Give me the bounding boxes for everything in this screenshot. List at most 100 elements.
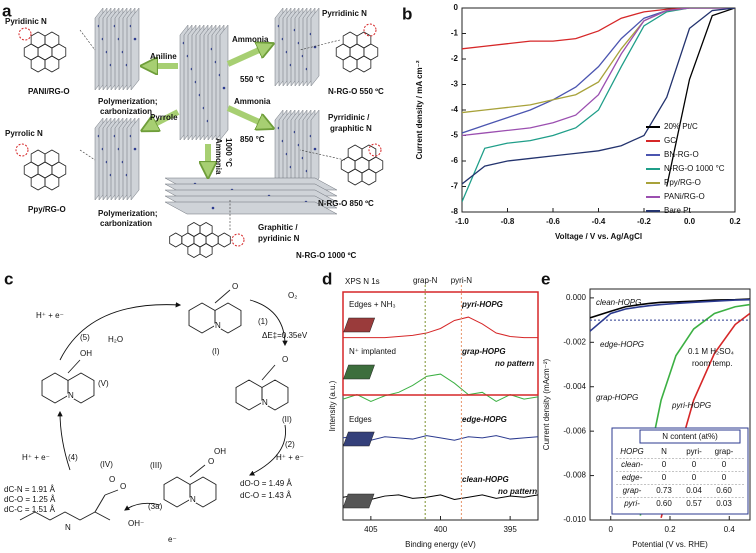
mechanism-label: H⁺ + e⁻ <box>22 453 50 462</box>
molecule-ring <box>356 31 372 49</box>
sample-thumbnail <box>343 317 376 333</box>
molecule-ring <box>347 144 363 162</box>
annotation: 0.1 M H₂SO₄ <box>688 347 734 356</box>
bond <box>214 289 231 304</box>
reaction-arrow <box>249 299 288 347</box>
x-tick-label: -0.8 <box>501 217 515 226</box>
atom-label: O <box>232 282 238 291</box>
y-tick-label: -0.008 <box>563 471 586 480</box>
x-tick-label: 405 <box>364 525 378 534</box>
dopant-dot <box>211 206 215 210</box>
reaction-arrow <box>57 410 71 471</box>
reference-label: grap-N <box>413 276 438 285</box>
mechanism-label: H⁺ + e⁻ <box>36 311 64 320</box>
data-line <box>462 8 735 137</box>
annotation: room temp. <box>692 359 732 368</box>
x-tick-label: 0 <box>609 525 614 534</box>
atom-label: O <box>208 457 214 466</box>
molecule-ring <box>44 149 60 167</box>
y-tick-label: -6 <box>451 156 459 165</box>
highlight-circle <box>15 143 29 157</box>
diagram-label: 550 °C <box>240 75 265 84</box>
mechanism-label: H⁺ + e⁻ <box>276 453 304 462</box>
table-header: HOPG <box>620 447 644 456</box>
mechanism-label: dC-C = 1.51 Å <box>4 505 56 514</box>
process-arrow <box>226 105 268 126</box>
mechanism-label: (IV) <box>100 460 113 469</box>
panel-letter: e <box>541 269 550 288</box>
data-line <box>462 8 735 203</box>
mechanism-label: ΔE‡=0.35eV <box>262 331 308 340</box>
sample-thumbnail <box>342 431 375 447</box>
data-line <box>343 373 538 403</box>
molecule-ring <box>235 379 263 411</box>
table-header-box <box>639 429 741 444</box>
molecule-ring <box>199 222 213 237</box>
atom-bg <box>231 283 239 291</box>
reaction-arrow <box>249 424 287 476</box>
diagram-label: PANI/RG-O <box>28 87 70 96</box>
diagram-label: Ammonia <box>234 97 271 106</box>
table-cell: edge- <box>622 473 643 482</box>
molecule-ring <box>261 379 289 411</box>
graphene-sheet <box>130 117 140 201</box>
graphene-sheet <box>164 201 338 215</box>
diagram-label: Pyrrole <box>150 113 178 122</box>
molecule-ring <box>44 55 60 73</box>
mechanism-label: (3a) <box>148 502 163 511</box>
mechanism-label: (V) <box>98 379 109 388</box>
molecule-ring <box>30 173 46 191</box>
y-axis-label: Intensity (a.u.) <box>328 380 337 431</box>
molecule-ring <box>44 173 60 191</box>
molecule-ring <box>361 144 377 162</box>
x-tick-label: 0.0 <box>684 217 696 226</box>
y-tick-label: -0.010 <box>563 515 586 524</box>
legend-label: Bare Pt <box>664 206 691 215</box>
table-cell: 0.04 <box>686 486 702 495</box>
atom-bg <box>67 392 75 400</box>
molecule-ring <box>44 31 60 49</box>
panel-letter: b <box>402 4 412 23</box>
table-header: N <box>661 447 667 456</box>
molecule-ring <box>342 55 358 73</box>
data-line <box>462 8 735 114</box>
zoom-line <box>299 149 346 161</box>
series-label: clean-HOPG <box>462 475 509 484</box>
data-line <box>666 8 735 187</box>
y-tick-label: -0.004 <box>563 382 586 391</box>
table-header: pyri- <box>686 447 702 456</box>
x-axis-label: Potential (V vs. RHE) <box>632 540 708 549</box>
y-axis-label: Current density / mA cm⁻² <box>415 60 424 159</box>
x-tick-label: 0.2 <box>729 217 741 226</box>
table-cell: 0 <box>662 460 667 469</box>
table-cell: 0.57 <box>686 499 702 508</box>
annotation: Edges + NH₃ <box>349 300 396 309</box>
dopant-dot <box>133 37 137 41</box>
annotation: no pattern <box>495 359 534 368</box>
y-tick-label: -0.002 <box>563 337 586 346</box>
legend-label: PANi/RG-O <box>664 192 705 201</box>
data-line <box>462 8 735 50</box>
process-arrow <box>226 46 268 67</box>
molecule-ring <box>30 55 46 73</box>
panel-letter: c <box>4 269 13 288</box>
x-tick-label: 395 <box>503 525 517 534</box>
mechanism-label: H₂O <box>108 335 123 344</box>
y-tick-label: -2 <box>451 54 459 63</box>
diagram-label: N-RG-O 550 ºC <box>328 87 384 96</box>
legend-label: BN-RG-O <box>664 150 699 159</box>
y-tick-label: -3 <box>451 80 459 89</box>
diagram-label: N-RG-O 1000 ºC <box>296 251 356 260</box>
table-cell: 0 <box>662 473 667 482</box>
x-tick-label: 0.4 <box>724 525 736 534</box>
plot-frame <box>342 291 539 521</box>
diagram-label: 1000 °C <box>224 138 233 167</box>
data-line <box>590 298 750 319</box>
series-label: grap-HOPG <box>461 347 506 356</box>
bond <box>94 494 106 513</box>
reaction-arrow <box>124 502 161 511</box>
panel-letter: d <box>322 269 332 288</box>
y-tick-label: 0 <box>454 3 459 12</box>
series-label: grap-HOPG <box>596 393 638 402</box>
diagram-label: carbonization <box>100 107 152 116</box>
